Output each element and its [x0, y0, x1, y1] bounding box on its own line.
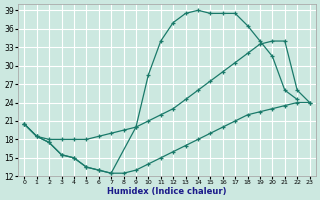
X-axis label: Humidex (Indice chaleur): Humidex (Indice chaleur): [107, 187, 227, 196]
